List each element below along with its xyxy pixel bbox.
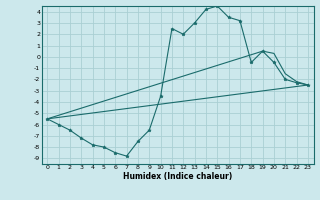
X-axis label: Humidex (Indice chaleur): Humidex (Indice chaleur) [123,172,232,181]
